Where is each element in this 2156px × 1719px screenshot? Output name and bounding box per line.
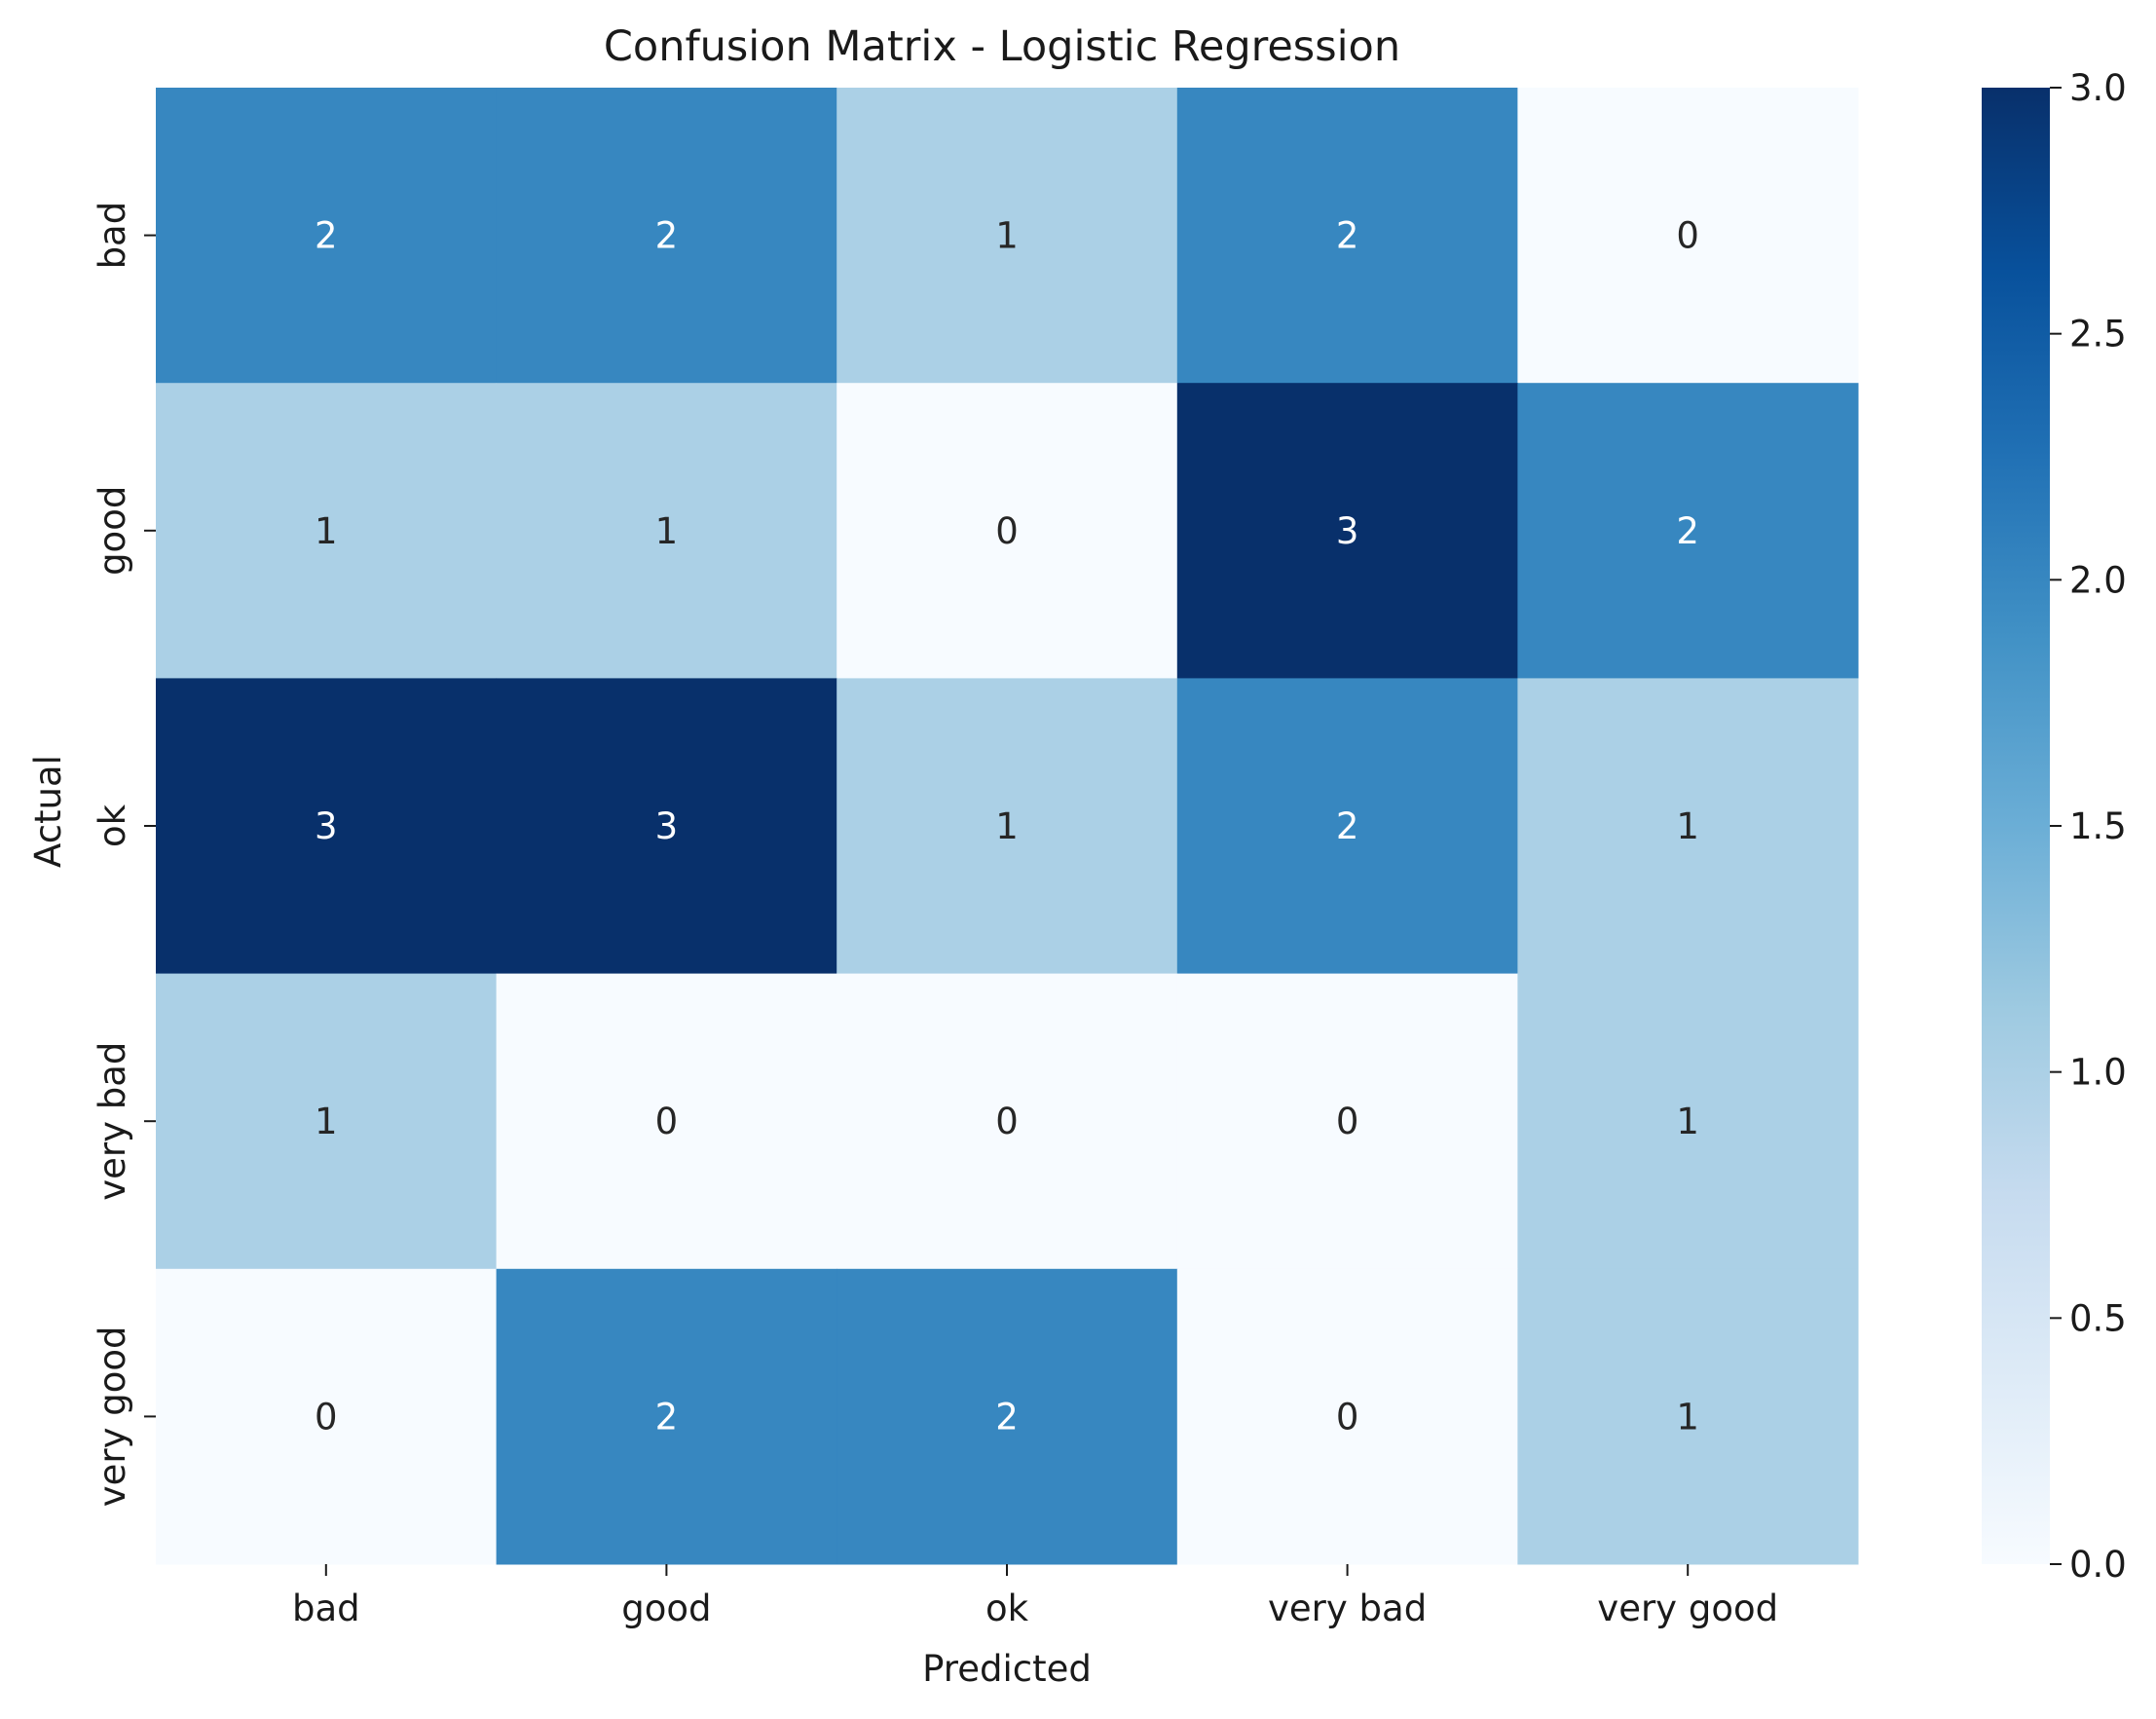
heatmap-cell-0-3 <box>1176 88 1518 384</box>
cell-value-3-3: 0 <box>1336 1101 1359 1142</box>
heatmap-cell-3-2 <box>836 973 1178 1270</box>
x-tick-label: very good <box>1597 1588 1778 1629</box>
cell-value-3-1: 0 <box>655 1101 679 1142</box>
x-axis-ticks: bad good ok very bad very good <box>292 1564 1778 1629</box>
heatmap-cell-2-4 <box>1517 678 1859 975</box>
cell-value-3-0: 1 <box>315 1101 338 1142</box>
cell-value-2-2: 1 <box>995 805 1019 847</box>
cell-value-1-2: 0 <box>995 510 1019 552</box>
heatmap-cell-3-1 <box>496 973 837 1270</box>
colorbar-tick-label: 1.0 <box>2069 1052 2127 1094</box>
cell-value-0-2: 1 <box>995 215 1019 257</box>
colorbar-ticks: 0.0 0.5 1.0 1.5 2.0 2.5 3.0 <box>2050 67 2127 1586</box>
heatmap-cell-3-4 <box>1517 973 1859 1270</box>
heatmap-cell-2-0 <box>156 678 498 975</box>
heatmap-cell-4-3 <box>1176 1268 1518 1565</box>
heatmap-cells <box>156 88 1859 1565</box>
cell-value-1-0: 1 <box>315 510 338 552</box>
cell-value-3-2: 0 <box>995 1101 1019 1142</box>
colorbar-tick-label: 1.5 <box>2069 805 2127 847</box>
heatmap-cell-3-3 <box>1176 973 1518 1270</box>
cell-value-1-4: 2 <box>1676 510 1699 552</box>
heatmap-cell-4-1 <box>496 1268 837 1565</box>
y-axis-label: Actual <box>27 755 69 868</box>
heatmap-cell-2-1 <box>496 678 837 975</box>
heatmap-cell-0-2 <box>836 88 1178 384</box>
cell-value-4-1: 2 <box>655 1396 679 1438</box>
cell-value-2-1: 3 <box>655 805 679 847</box>
heatmap-cell-0-0 <box>156 88 498 384</box>
x-tick-label: very bad <box>1268 1588 1427 1629</box>
colorbar-tick-label: 2.5 <box>2069 314 2127 355</box>
heatmap-cell-2-2 <box>836 678 1178 975</box>
heatmap-cell-4-2 <box>836 1268 1178 1565</box>
colorbar-tick-label: 0.5 <box>2069 1297 2127 1339</box>
heatmap-cell-labels: 2 2 1 2 0 1 1 0 3 2 3 3 1 2 1 1 0 0 0 1 0 2 2 0 1 <box>315 215 1699 1439</box>
cell-value-0-1: 2 <box>655 215 679 257</box>
cell-value-0-0: 2 <box>315 215 338 257</box>
colorbar-tick-label: 3.0 <box>2069 67 2127 109</box>
cell-value-1-1: 1 <box>655 510 679 552</box>
y-tick-label: very good <box>92 1327 133 1508</box>
heatmap-cell-3-0 <box>156 973 498 1270</box>
x-tick-label: bad <box>292 1588 360 1629</box>
y-tick-label: ok <box>92 803 133 847</box>
cell-value-4-3: 0 <box>1336 1396 1359 1438</box>
heatmap-cell-1-3 <box>1176 383 1518 679</box>
heatmap-cell-4-4 <box>1517 1268 1859 1565</box>
y-tick-label: bad <box>92 202 133 270</box>
x-tick-label: good <box>621 1588 711 1629</box>
cell-value-4-0: 0 <box>315 1396 338 1438</box>
heatmap-cell-0-4 <box>1517 88 1859 384</box>
heatmap-cell-4-0 <box>156 1268 498 1565</box>
y-tick-label: very bad <box>92 1042 133 1201</box>
heatmap-cell-0-1 <box>496 88 837 384</box>
colorbar <box>1982 88 2050 1564</box>
cell-value-0-3: 2 <box>1336 215 1359 257</box>
colorbar-tick-label: 0.0 <box>2069 1544 2127 1586</box>
cell-value-1-3: 3 <box>1336 510 1359 552</box>
cell-value-0-4: 0 <box>1676 215 1699 257</box>
colorbar-tick-label: 2.0 <box>2069 559 2127 601</box>
x-tick-label: ok <box>985 1588 1029 1629</box>
heatmap-cell-2-3 <box>1176 678 1518 975</box>
y-tick-label: good <box>92 486 133 576</box>
heatmap-cell-1-0 <box>156 383 498 679</box>
cell-value-4-2: 2 <box>995 1396 1019 1438</box>
heatmap-cell-1-4 <box>1517 383 1859 679</box>
y-axis-ticks: bad good ok very bad very good <box>92 202 156 1508</box>
cell-value-3-4: 1 <box>1676 1101 1699 1142</box>
cell-value-2-4: 1 <box>1676 805 1699 847</box>
chart-title: Confusion Matrix - Logistic Regression <box>604 22 1400 71</box>
heatmap-cell-1-1 <box>496 383 837 679</box>
x-axis-label: Predicted <box>922 1648 1092 1690</box>
heatmap-cell-1-2 <box>836 383 1178 679</box>
cell-value-2-0: 3 <box>315 805 338 847</box>
cell-value-2-3: 2 <box>1336 805 1359 847</box>
cell-value-4-4: 1 <box>1676 1396 1699 1438</box>
